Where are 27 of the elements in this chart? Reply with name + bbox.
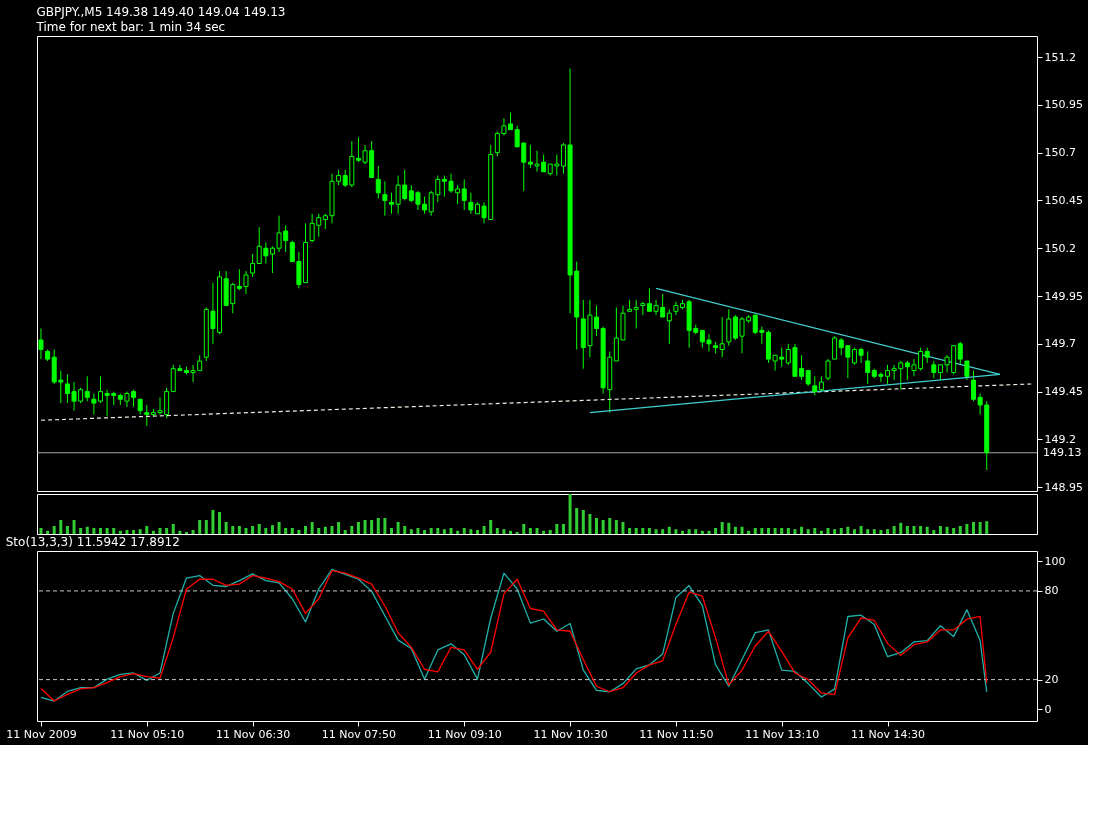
x-tick-label: 11 Nov 07:50 xyxy=(321,727,397,741)
y-tick-label: 149.7 xyxy=(1044,337,1076,351)
y-tick-label: 148.95 xyxy=(1044,480,1083,494)
x-tick-label: 11 Nov 06:30 xyxy=(216,727,291,741)
x-tick-label: 11 Nov 11:50 xyxy=(639,727,714,741)
x-tick-label: 11 Nov 14:30 xyxy=(850,727,926,741)
chart-subtitle: Time for next bar: 1 min 34 sec xyxy=(35,20,226,34)
chart-title: GBPJPY.,M5 149.38 149.40 149.04 149.13 xyxy=(36,5,286,19)
x-tick-label: 11 Nov 13:10 xyxy=(745,727,820,741)
y-tick-label: 149.2 xyxy=(1044,432,1076,446)
y-tick-label: 20 xyxy=(1044,673,1059,687)
x-tick-label: 11 Nov 10:30 xyxy=(533,727,608,741)
y-tick-label: 150.7 xyxy=(1044,146,1076,160)
x-tick-label: 11 Nov 2009 xyxy=(6,727,77,741)
chart-title: Sto(13,3,3) 11.5942 17.8912 xyxy=(5,535,180,549)
y-tick-label: 150.45 xyxy=(1044,193,1083,207)
y-tick-label: 149.95 xyxy=(1044,289,1083,303)
y-tick-label: 150.2 xyxy=(1044,241,1076,255)
x-tick-label: 11 Nov 09:10 xyxy=(427,727,502,741)
y-tick-label: 149.45 xyxy=(1044,385,1083,399)
x-tick-label: 11 Nov 05:10 xyxy=(110,727,185,741)
y-tick-label: 80 xyxy=(1044,584,1059,598)
y-tick-label: 0 xyxy=(1044,702,1052,716)
ref-line-label: 149.13 xyxy=(1043,445,1082,459)
y-tick-label: 151.2 xyxy=(1044,50,1076,64)
y-tick-label: 150.95 xyxy=(1044,98,1083,112)
y-tick-label: 100 xyxy=(1044,554,1066,568)
